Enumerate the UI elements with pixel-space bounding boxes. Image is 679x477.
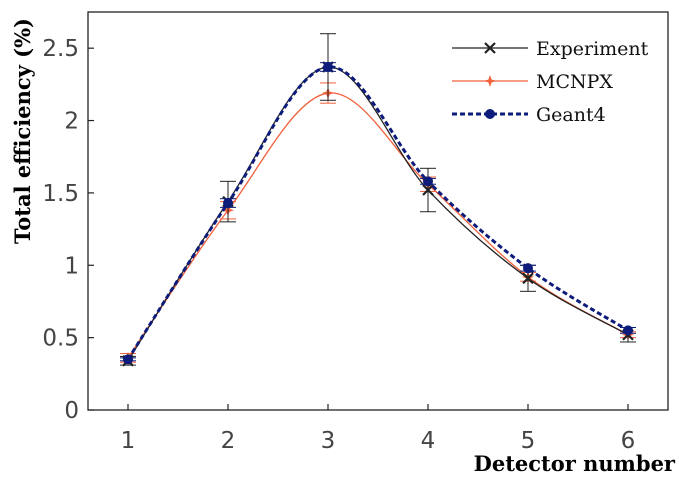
data-point [323, 61, 333, 72]
y-tick-label: 1.5 [42, 181, 79, 207]
x-axis-title: Detector number [474, 451, 676, 476]
data-point [223, 198, 233, 209]
legend-item-mcnpx: MCNPX [452, 71, 613, 93]
data-point [523, 263, 533, 274]
legend-item-geant4: Geant4 [452, 104, 606, 126]
legend-item-experiment: Experiment [452, 38, 649, 60]
y-tick-label: 2 [64, 109, 79, 135]
x-tick-label: 1 [121, 428, 136, 454]
y-tick-label: 1 [64, 253, 79, 279]
x-tick-label: 4 [421, 428, 436, 454]
data-point [123, 354, 133, 365]
data-point-stroke [422, 184, 434, 196]
axis-ticks: 1 2 3 4 5 6 0 0.5 1 1.5 2 2.5 [42, 36, 635, 454]
data-point [423, 176, 433, 187]
legend-label: MCNPX [536, 71, 613, 93]
y-tick-label: 0 [64, 398, 79, 424]
series-line-mcnpx [127, 92, 629, 359]
data-point [522, 272, 534, 285]
legend-label: Geant4 [536, 104, 606, 126]
legend: Experiment MCNPX Geant4 [452, 38, 649, 126]
legend-marker [485, 109, 495, 119]
plot-frame [87, 11, 669, 411]
x-tick-label: 5 [521, 428, 536, 454]
legend-marker [484, 42, 496, 54]
y-tick-label: 0.5 [42, 326, 79, 352]
y-axis-title: Total efficiency (%) [10, 18, 35, 244]
data-point [422, 184, 434, 196]
legend-marker [484, 75, 496, 87]
y-tick-label: 2.5 [42, 36, 79, 62]
x-tick-label: 3 [321, 428, 336, 454]
legend-marker-stroke [484, 42, 496, 54]
data-point [623, 325, 633, 336]
series-geant4 [120, 61, 636, 365]
x-tick-label: 6 [621, 428, 636, 454]
legend-label: Experiment [536, 38, 649, 60]
x-tick-label: 2 [221, 428, 236, 454]
data-point-stroke [522, 272, 534, 285]
series-layer [120, 33, 636, 367]
series-line-geant4 [126, 65, 629, 361]
